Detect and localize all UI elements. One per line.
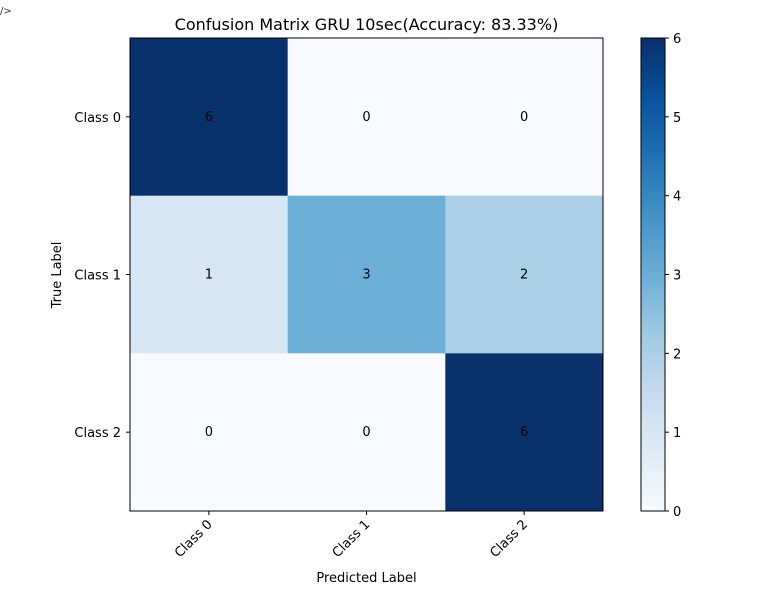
- y-tick-label: Class 2: [74, 426, 121, 441]
- heatmap-cell: [445, 195, 604, 354]
- y-axis-ticks: Class 0 Class 1 Class 2: [74, 111, 130, 441]
- cell-value-label: 0: [362, 425, 370, 440]
- x-tick-label: Class 0: [172, 517, 216, 561]
- colorbar-tick-label: 1: [673, 426, 681, 441]
- heatmap-cell: [445, 38, 604, 197]
- heatmap-cells: 6 0 0 1 3 2 0 0 6: [130, 38, 604, 512]
- colorbar-tick-label: 4: [673, 190, 681, 205]
- colorbar: [640, 37, 666, 512]
- colorbar-ticks: 0 1 2 3 4 5 6: [665, 32, 681, 520]
- y-axis-label: True Label: [50, 242, 65, 310]
- cell-value-label: 3: [362, 268, 370, 283]
- x-axis-label: Predicted Label: [316, 571, 416, 586]
- y-tick-label: Class 1: [74, 269, 121, 284]
- cell-value-label: 2: [520, 268, 528, 283]
- cell-value-label: 6: [205, 110, 213, 125]
- x-tick-label: Class 2: [487, 517, 531, 561]
- chart-title: Confusion Matrix GRU 10sec(Accuracy: 83.…: [175, 15, 559, 34]
- cell-value-label: 0: [362, 110, 370, 125]
- heatmap-cell: [287, 353, 446, 512]
- cell-value-label: 1: [205, 268, 213, 283]
- heatmap-cell: [130, 38, 289, 197]
- heatmap-cell: [130, 195, 289, 354]
- cell-value-label: 0: [205, 425, 213, 440]
- cell-value-label: 6: [520, 425, 528, 440]
- x-axis-ticks: Class 0 Class 1 Class 2: [172, 511, 531, 561]
- colorbar-tick-label: 3: [673, 269, 681, 284]
- colorbar-tick-label: 2: [673, 347, 681, 362]
- heatmap-cell: [287, 38, 446, 197]
- x-tick-label: Class 1: [330, 517, 374, 561]
- colorbar-tick-label: 6: [673, 32, 681, 47]
- corner-artifact-text: />: [0, 6, 12, 17]
- colorbar-tick-label: 0: [673, 505, 681, 520]
- heatmap-cell: [287, 195, 446, 354]
- colorbar-tick-label: 5: [673, 111, 681, 126]
- heatmap-cell: [130, 353, 289, 512]
- cell-value-label: 0: [520, 110, 528, 125]
- y-tick-label: Class 0: [74, 111, 121, 126]
- heatmap-cell: [445, 353, 604, 512]
